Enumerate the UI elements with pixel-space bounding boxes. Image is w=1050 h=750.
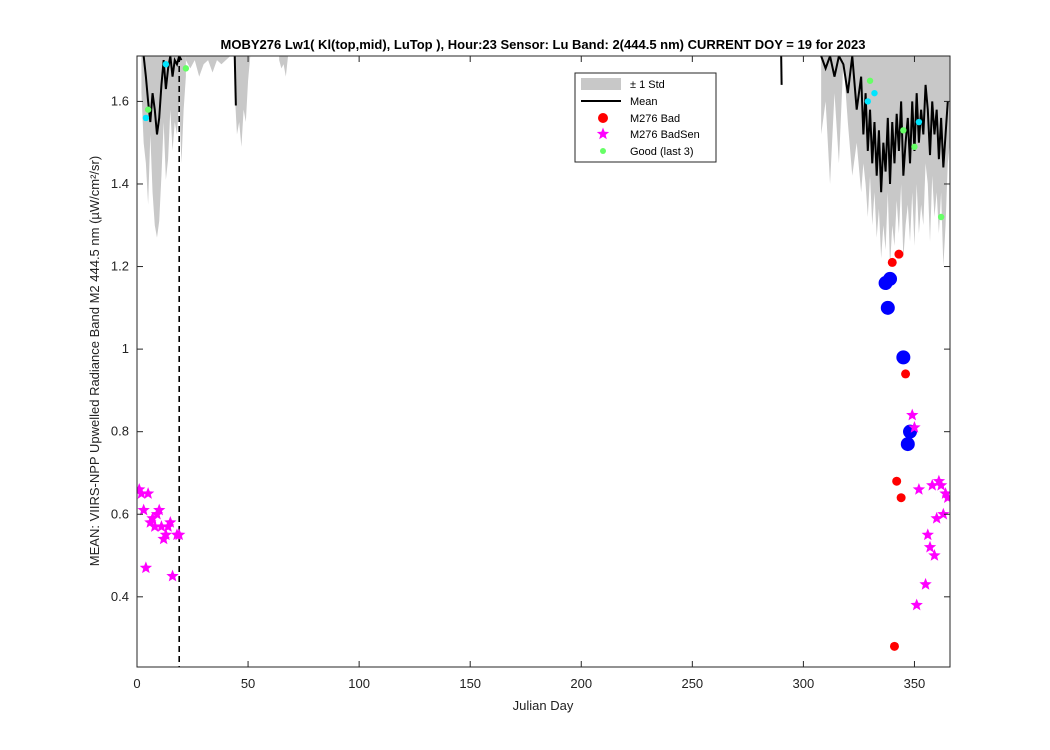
blue-point (883, 271, 898, 286)
x-tick-label: 200 (570, 676, 592, 691)
good-point (937, 213, 945, 221)
legend-label-good: Good (last 3) (630, 146, 694, 158)
cyan-point (142, 114, 150, 122)
good-point (866, 77, 874, 84)
std-band (234, 56, 251, 147)
badsen-point (926, 478, 939, 491)
badsen-point (937, 507, 950, 520)
badsen-point (908, 421, 921, 433)
bad-point (887, 257, 897, 267)
x-tick-label: 150 (459, 676, 481, 691)
bad-point (889, 641, 899, 651)
x-axis-label: Julian Day (513, 698, 574, 713)
blue-point (880, 300, 895, 315)
badsen-point (173, 528, 186, 541)
mean-line (142, 56, 183, 135)
badsen-point (141, 487, 155, 499)
badsen-point (146, 511, 159, 524)
y-tick-label: 1.4 (111, 176, 129, 191)
badsen-point (941, 491, 950, 503)
x-axis: 0 50 100 150 200 250 300 350 (133, 56, 925, 691)
mean-line (233, 56, 237, 106)
cyan-point (871, 89, 878, 97)
badsen-point (910, 598, 923, 611)
y-tick-label: 0.4 (111, 589, 129, 604)
x-tick-label: 100 (348, 676, 370, 691)
badsen-point (166, 569, 179, 582)
legend-swatch-std (581, 78, 621, 90)
legend-marker-good (600, 148, 606, 154)
badsen-point (153, 503, 166, 516)
blue-point (896, 350, 911, 365)
y-tick-label: 1.6 (111, 93, 129, 108)
blue-point (900, 437, 915, 452)
badsen-point (934, 478, 948, 491)
cyan-point (915, 118, 923, 126)
plot-area (137, 56, 950, 667)
bad-point (894, 249, 904, 259)
badsen-point (921, 528, 934, 541)
badsen-point (906, 408, 919, 421)
badsen-point (164, 516, 177, 528)
x-tick-label: 350 (904, 676, 926, 691)
badsen-point (928, 549, 941, 561)
badsen-point (919, 577, 932, 590)
x-tick-label: 50 (241, 676, 255, 691)
legend-label-bad: M276 Bad (630, 113, 680, 125)
good-point (182, 65, 190, 72)
good-point (900, 127, 907, 134)
std-band (185, 56, 231, 77)
legend-marker-bad (598, 113, 608, 123)
plot-frame (136, 55, 951, 668)
legend-marker-badsen (596, 127, 610, 140)
legend-label-mean: Mean (630, 96, 658, 108)
good-point (144, 106, 152, 113)
badsen-point (159, 528, 173, 541)
badsen-point (137, 487, 148, 499)
y-axis: 0.4 0.6 0.8 1 1.2 1.4 1.6 (111, 93, 950, 604)
badsen-point (155, 520, 168, 532)
y-tick-label: 1.2 (111, 259, 129, 274)
badsen-point (148, 520, 161, 532)
badsen-point (923, 540, 937, 553)
chart-title: MOBY276 Lw1( Kl(top,mid), LuTop ), Hour:… (221, 37, 866, 52)
x-tick-label: 300 (793, 676, 815, 691)
y-tick-label: 1 (122, 341, 129, 356)
cyan-point (162, 61, 170, 68)
x-tick-label: 0 (133, 676, 140, 691)
std-band (279, 56, 289, 77)
badsen-point (137, 503, 150, 516)
badsen-point (932, 474, 946, 487)
bad-point (896, 493, 906, 503)
legend-star-shape (596, 127, 610, 140)
y-tick-label: 0.6 (111, 506, 129, 521)
badsen-point (139, 561, 153, 574)
cyan-point (864, 98, 872, 105)
badsen-point (930, 511, 943, 524)
y-tick-label: 0.8 (111, 424, 129, 439)
good-point (911, 143, 918, 151)
mean-line (820, 56, 949, 193)
legend-label-badsen: M276 BadSen (630, 129, 700, 141)
badsen-point (912, 482, 926, 495)
bad-point (901, 369, 911, 379)
bad-point (892, 476, 902, 486)
y-axis-label: MEAN: VIIRS-NPP Upwelled Radiance Band M… (87, 156, 102, 566)
x-tick-label: 250 (681, 676, 703, 691)
legend: ± 1 Std Mean M276 Bad M276 BadSen Good (… (574, 72, 717, 163)
legend-label-std: ± 1 Std (630, 79, 665, 91)
